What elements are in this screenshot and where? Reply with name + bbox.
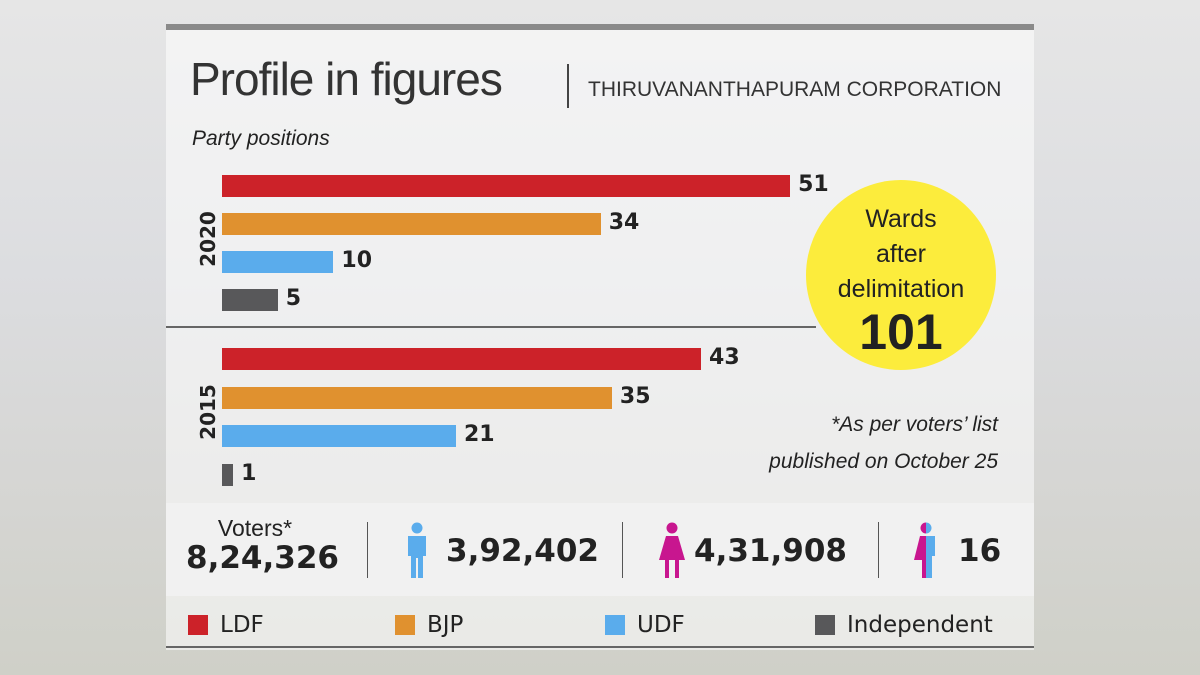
legend-swatch: [188, 615, 208, 635]
footnote-line1: *As per voters’ list: [831, 413, 998, 436]
stat-divider: [622, 522, 623, 578]
wards-line3: delimitation: [837, 275, 965, 303]
bar-2020-ldf: [222, 175, 791, 197]
male-voters: 3,92,402: [446, 533, 599, 569]
transgender-person-icon: [914, 522, 935, 578]
wards-line2: after: [875, 240, 927, 268]
voters-total: Voters* 8,24,326: [186, 515, 339, 576]
voters-total-value: 8,24,326: [186, 540, 339, 576]
wards-value: 101: [859, 304, 943, 360]
legend-item-udf: UDF: [605, 612, 685, 638]
year-label-2020: 2020: [196, 211, 220, 267]
value-label: 10: [341, 248, 373, 273]
female-voters: 4,31,908: [694, 533, 847, 569]
male-person-icon: [408, 522, 426, 578]
legend-item-bjp: BJP: [395, 612, 463, 638]
year-divider: [166, 326, 816, 328]
chart-title: Party positions: [192, 127, 330, 150]
value-label: 21: [463, 422, 495, 447]
bar-2020-bjp: [222, 213, 601, 235]
page-title: Profile in figures: [190, 53, 503, 105]
legend-item-ldf: LDF: [188, 612, 264, 638]
bar-2015-udf: [222, 425, 456, 447]
footnote: *As per voters’ list published on Octobe…: [769, 406, 998, 480]
value-label: 43: [709, 345, 740, 370]
legend-item-independent: Independent: [815, 612, 993, 638]
top-rule: [166, 24, 1034, 30]
voters-label: Voters*: [217, 515, 293, 541]
legend-swatch: [395, 615, 415, 635]
bar-2020-udf: [222, 251, 334, 273]
title-separator: [567, 64, 569, 108]
bar-2015-independent: [222, 463, 234, 486]
page-subtitle: THIRUVANANTHAPURAM CORPORATION: [588, 78, 1002, 101]
legend-swatch: [815, 615, 835, 635]
voter-stats: [166, 503, 1034, 596]
legend-label: UDF: [637, 612, 685, 638]
legend-label: Independent: [847, 612, 993, 638]
value-label: 51: [798, 172, 829, 197]
wards-badge: Wards after delimitation 101: [806, 180, 996, 370]
legend-swatch: [605, 615, 625, 635]
wards-line1: Wards: [865, 205, 937, 233]
legend-label: BJP: [427, 612, 464, 638]
value-label: 5: [285, 286, 301, 311]
year-label-2015: 2015: [196, 384, 220, 440]
legend-label: LDF: [220, 612, 264, 638]
female-person-icon: [659, 522, 685, 578]
stat-divider: [367, 522, 368, 578]
bar-2015-bjp: [222, 386, 612, 409]
bar-2015-ldf: [222, 348, 702, 370]
footnote-line2: published on October 25: [769, 450, 998, 473]
bottom-rule: [166, 646, 1034, 648]
value-label: 34: [608, 210, 640, 235]
value-label: 35: [619, 383, 651, 409]
transgender-voters: 16: [958, 533, 1002, 569]
value-label: 1: [241, 460, 257, 486]
bar-2020-independent: [222, 289, 278, 311]
stat-divider: [878, 522, 879, 578]
